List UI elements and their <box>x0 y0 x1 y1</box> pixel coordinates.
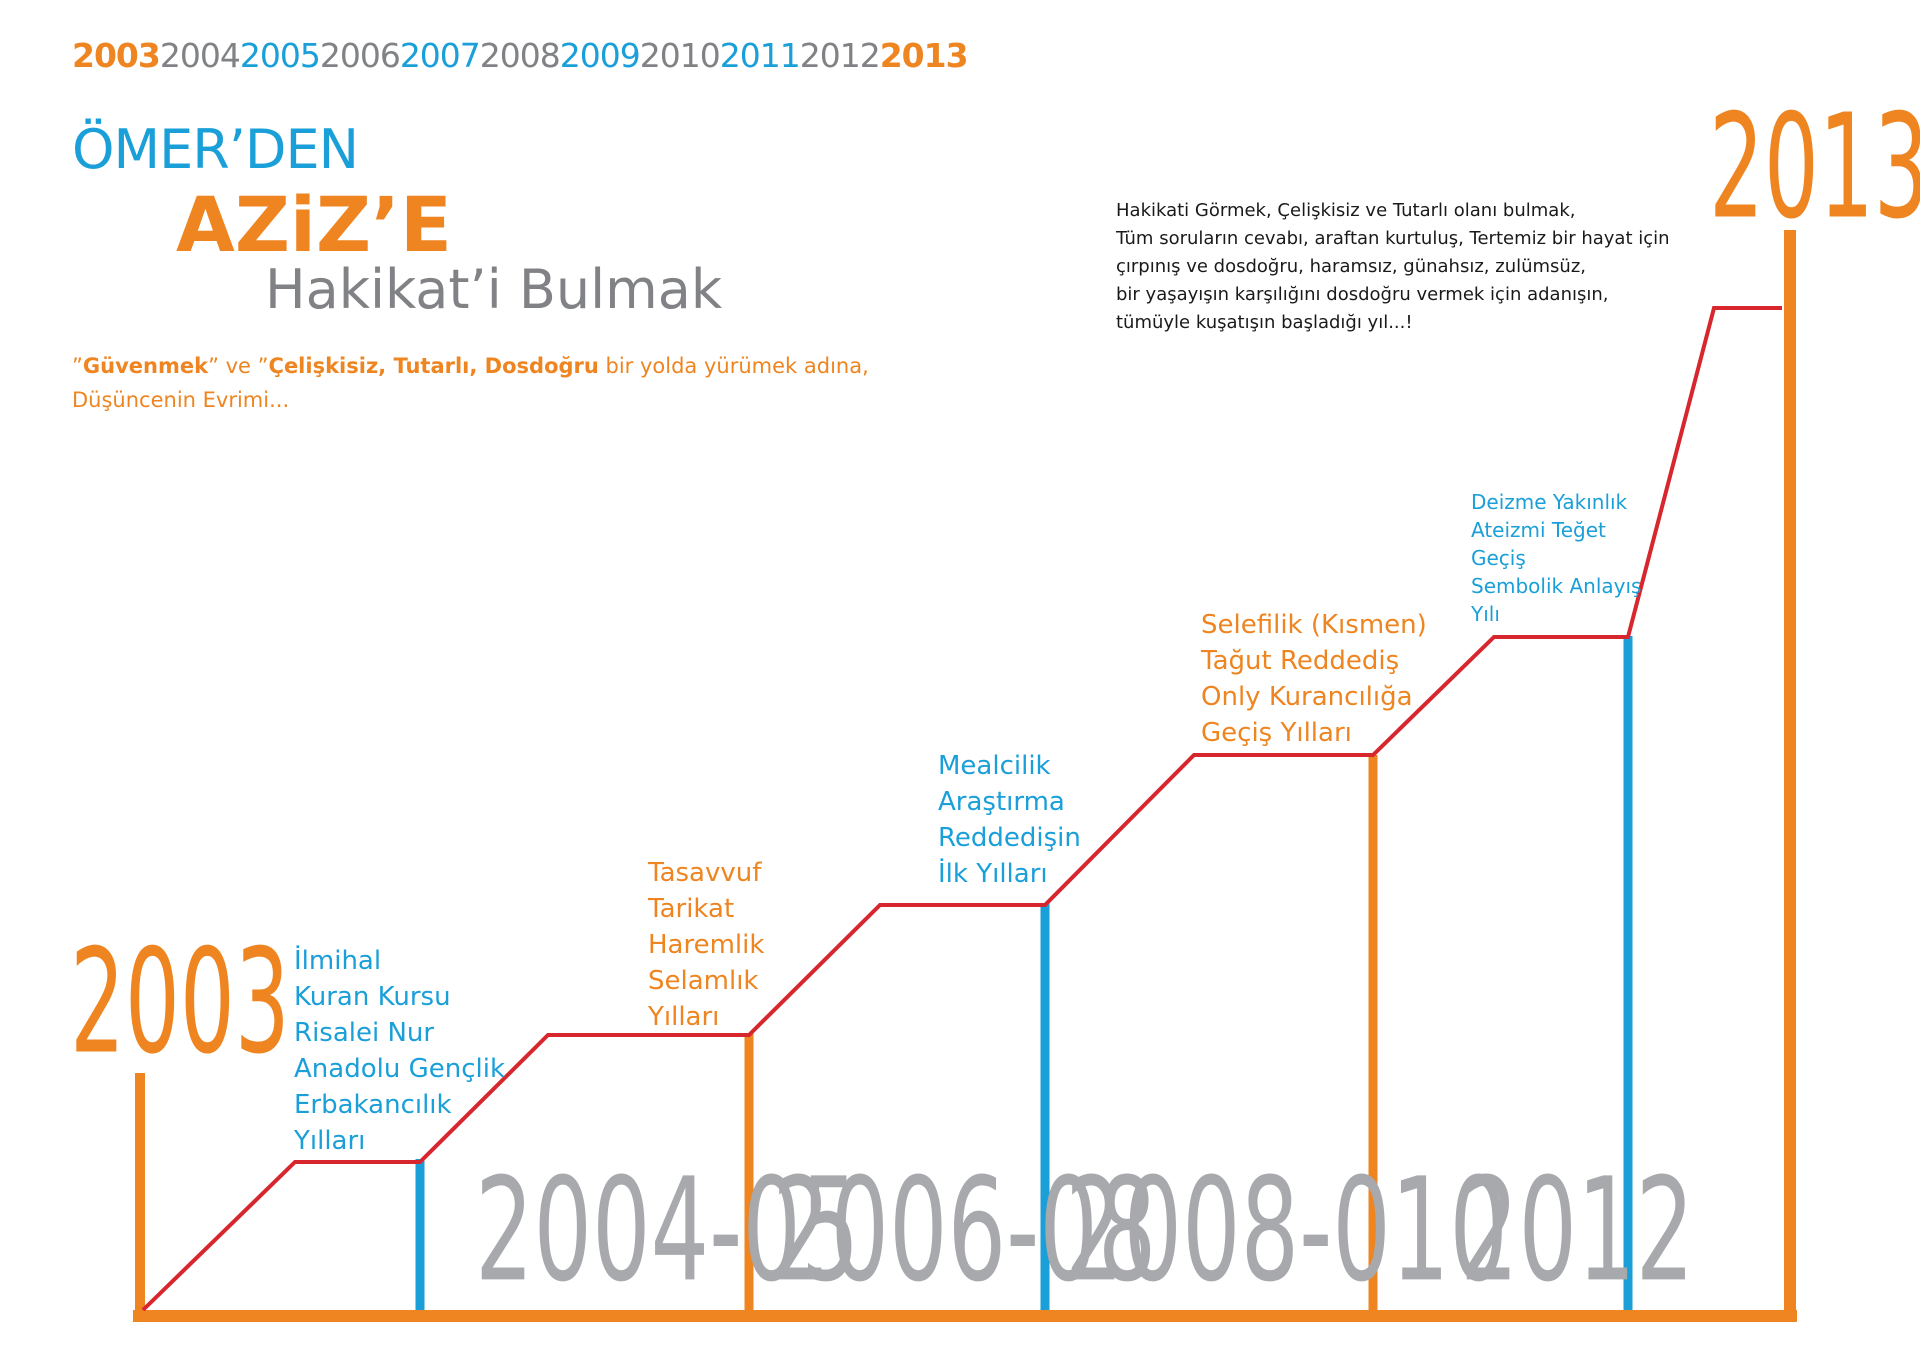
quote-line: bir yaşayışın karşılığını dosdoğru verme… <box>1116 284 1609 305</box>
stage-label-line: Yılları <box>294 1126 366 1156</box>
year-strip-item: 2012 <box>799 36 881 75</box>
stage-label-line: Tağut Reddediş <box>1201 646 1400 676</box>
year-strip-item: 2013 <box>879 36 969 75</box>
quote-block: Hakikati Görmek, Çelişkisiz ve Tutarlı o… <box>1116 197 1716 337</box>
quote-line: tümüyle kuşatışın başladığı yıl...! <box>1116 312 1413 333</box>
year-strip-item: 2003 <box>72 36 161 75</box>
stage-label-line: Selefilik (Kısmen) <box>1201 610 1427 640</box>
stage-label-line: Sembolik Anlayış <box>1471 574 1642 598</box>
stage-label-line: Tarikat <box>648 894 735 924</box>
period-label-4: 2012 <box>1460 1147 1695 1314</box>
year-strip-item: 2006 <box>319 36 401 75</box>
year-strip-item: 2004 <box>159 36 241 75</box>
stage-label-line: Risalei Nur <box>294 1018 435 1048</box>
period-label-1: 2004-05 <box>475 1147 860 1314</box>
stage-label-line: Tasavvuf <box>648 858 762 888</box>
period-label-3: 2008-010 <box>1065 1147 1508 1314</box>
stage-label-line: Geçiş <box>1471 546 1526 570</box>
stage-label-line: Mealcilik <box>938 751 1051 781</box>
year-strip: 2003200420052006200720082009201020112012… <box>72 36 969 75</box>
subtitle-rest: bir yolda yürümek adına, <box>598 354 869 378</box>
subtitle-quote-open: ” <box>72 354 83 378</box>
year-strip-item: 2010 <box>639 36 721 75</box>
stage-label-4: Selefilik (Kısmen) Tağut Reddediş Only Kur… <box>1201 607 1427 751</box>
year-strip-item: 2011 <box>719 36 801 75</box>
stage-label-line: Haremlik <box>648 930 765 960</box>
stage-label-line: Yılı <box>1471 602 1500 626</box>
year-strip-item: 2008 <box>479 36 561 75</box>
stage-label-line: Araştırma <box>938 787 1065 817</box>
stage-label-line: Kuran Kursu <box>294 982 451 1012</box>
period-label-2: 2006-08 <box>772 1147 1157 1314</box>
stage-label-line: İlk Yılları <box>938 859 1048 889</box>
subtitle-ve: ” ve ” <box>208 354 269 378</box>
subtitle-guvenmek: Güvenmek <box>82 354 209 378</box>
year-strip-item: 2007 <box>399 36 481 75</box>
stage-label-line: Erbakancılık <box>294 1090 452 1120</box>
stage-label-line: Anadolu Gençlik <box>294 1054 505 1084</box>
start-year-label: 2003 <box>70 918 290 1086</box>
stage-label-line: Yılları <box>648 1002 720 1032</box>
subtitle-line-2: Düşüncenin Evrimi... <box>72 388 290 412</box>
stage-label-1: İlmihal Kuran Kursu Risalei Nur Anadolu Gen… <box>294 943 505 1159</box>
title-hakikati-bulmak: Hakikat’i Bulmak <box>265 258 723 321</box>
stage-label-line: Deizme Yakınlık <box>1471 490 1628 514</box>
title-omerden: ÖMER’DEN <box>72 118 359 181</box>
year-strip-item: 2009 <box>559 36 641 75</box>
quote-line: Tüm soruların cevabı, araftan kurtuluş, … <box>1116 228 1670 249</box>
subtitle: ”Güvenmek” ve ”Çelişkisiz, Tutarlı, Dosd… <box>72 349 972 417</box>
stage-label-line: Reddedişin <box>938 823 1081 853</box>
title-azize: AZiZ’E <box>176 180 452 269</box>
quote-line: çırpınış ve dosdoğru, haramsız, günahsız… <box>1116 256 1586 277</box>
stage-label-line: İlmihal <box>294 946 382 976</box>
quote-line: Hakikati Görmek, Çelişkisiz ve Tutarlı o… <box>1116 200 1576 221</box>
stage-label-line: Ateizmi Teğet <box>1471 518 1606 542</box>
stage-label-line: Geçiş Yılları <box>1201 718 1352 748</box>
stage-label-2: Tasavvuf Tarikat Haremlik Selamlık Yılları <box>648 855 764 1035</box>
stage-label-5: Deizme Yakınlık Ateizmi Teğet Geçiş Semboli… <box>1471 488 1641 628</box>
subtitle-celiskisiz: Çelişkisiz, Tutarlı, Dosdoğru <box>268 354 599 378</box>
progress-path <box>141 306 1782 1312</box>
stage-label-line: Selamlık <box>648 966 759 996</box>
end-year-label: 2013 <box>1709 83 1920 251</box>
stage-label-line: Only Kurancılığa <box>1201 682 1413 712</box>
year-strip-item: 2005 <box>239 36 321 75</box>
stage-label-3: Mealcilik Araştırma Reddedişin İlk Yılları <box>938 748 1081 892</box>
subtitle-line-1: ”Güvenmek” ve ”Çelişkisiz, Tutarlı, Dosd… <box>72 349 972 383</box>
